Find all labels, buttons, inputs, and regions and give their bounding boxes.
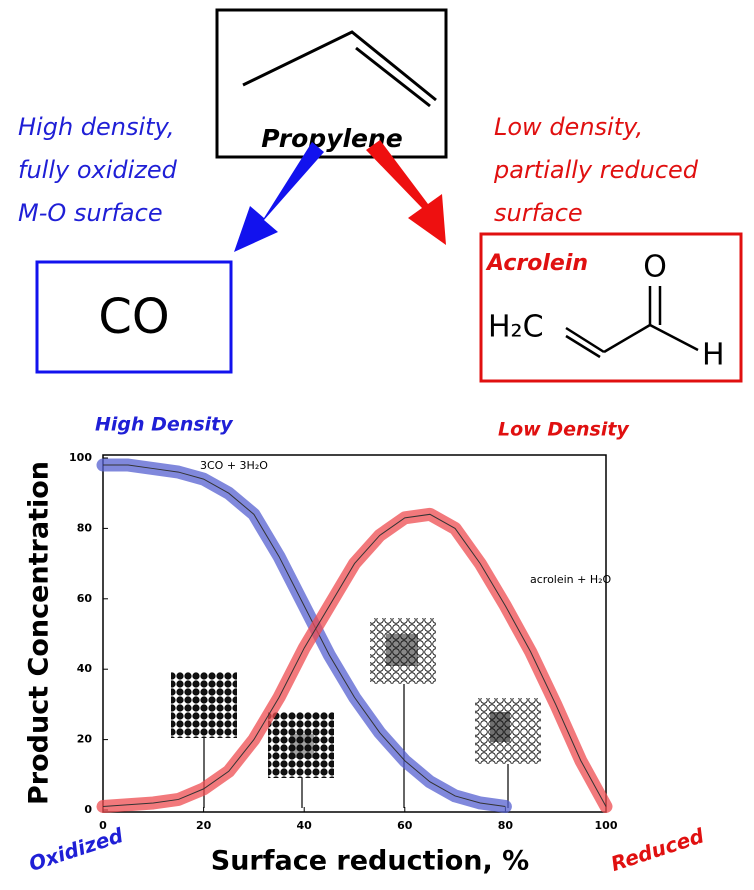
x-tick-label: 0 (99, 819, 107, 832)
x-tick-label: 20 (196, 819, 212, 832)
double-bond (356, 48, 430, 106)
right-condition: Low density, (494, 113, 643, 141)
left-condition: M-O surface (18, 199, 163, 227)
x-tick-label: 80 (498, 819, 514, 832)
y-tick-label: 0 (84, 803, 92, 816)
x-tick-label: 60 (397, 819, 413, 832)
annotation: Reduced (608, 823, 708, 876)
y-tick-label: 20 (77, 733, 93, 746)
x-axis-label: Surface reduction, % (211, 846, 530, 877)
atom-label: H₂C (488, 310, 544, 345)
legend-label: 3CO + 3H₂O (200, 459, 268, 472)
lattice (171, 672, 237, 738)
right-condition: partially reduced (493, 156, 699, 184)
page: Propylene High density, fully oxidized M… (0, 0, 754, 890)
annotation: Low Density (498, 419, 630, 441)
y-tick-label: 60 (77, 592, 93, 605)
annotation: High Density (95, 414, 234, 436)
product-label: CO (98, 289, 169, 345)
y-tick-label: 100 (69, 451, 92, 464)
figure: Propylene High density, fully oxidized M… (0, 0, 754, 890)
legend-label: acrolein + H₂O (530, 573, 612, 586)
product-label: Acrolein (485, 251, 588, 276)
y-tick-label: 40 (77, 662, 93, 675)
y-tick-label: 80 (77, 521, 93, 534)
atom-label: H (702, 338, 725, 373)
acrolein-skeleton (566, 286, 698, 357)
x-tick-label: 100 (595, 819, 618, 832)
atom-label: O (643, 250, 667, 285)
left-condition: fully oxidized (18, 156, 178, 184)
left-condition: High density, (18, 113, 175, 141)
right-condition: surface (494, 199, 583, 227)
annotation: Oxidized (26, 823, 127, 876)
x-tick-label: 40 (297, 819, 313, 832)
y-axis-label: Product Concentration (24, 461, 55, 805)
